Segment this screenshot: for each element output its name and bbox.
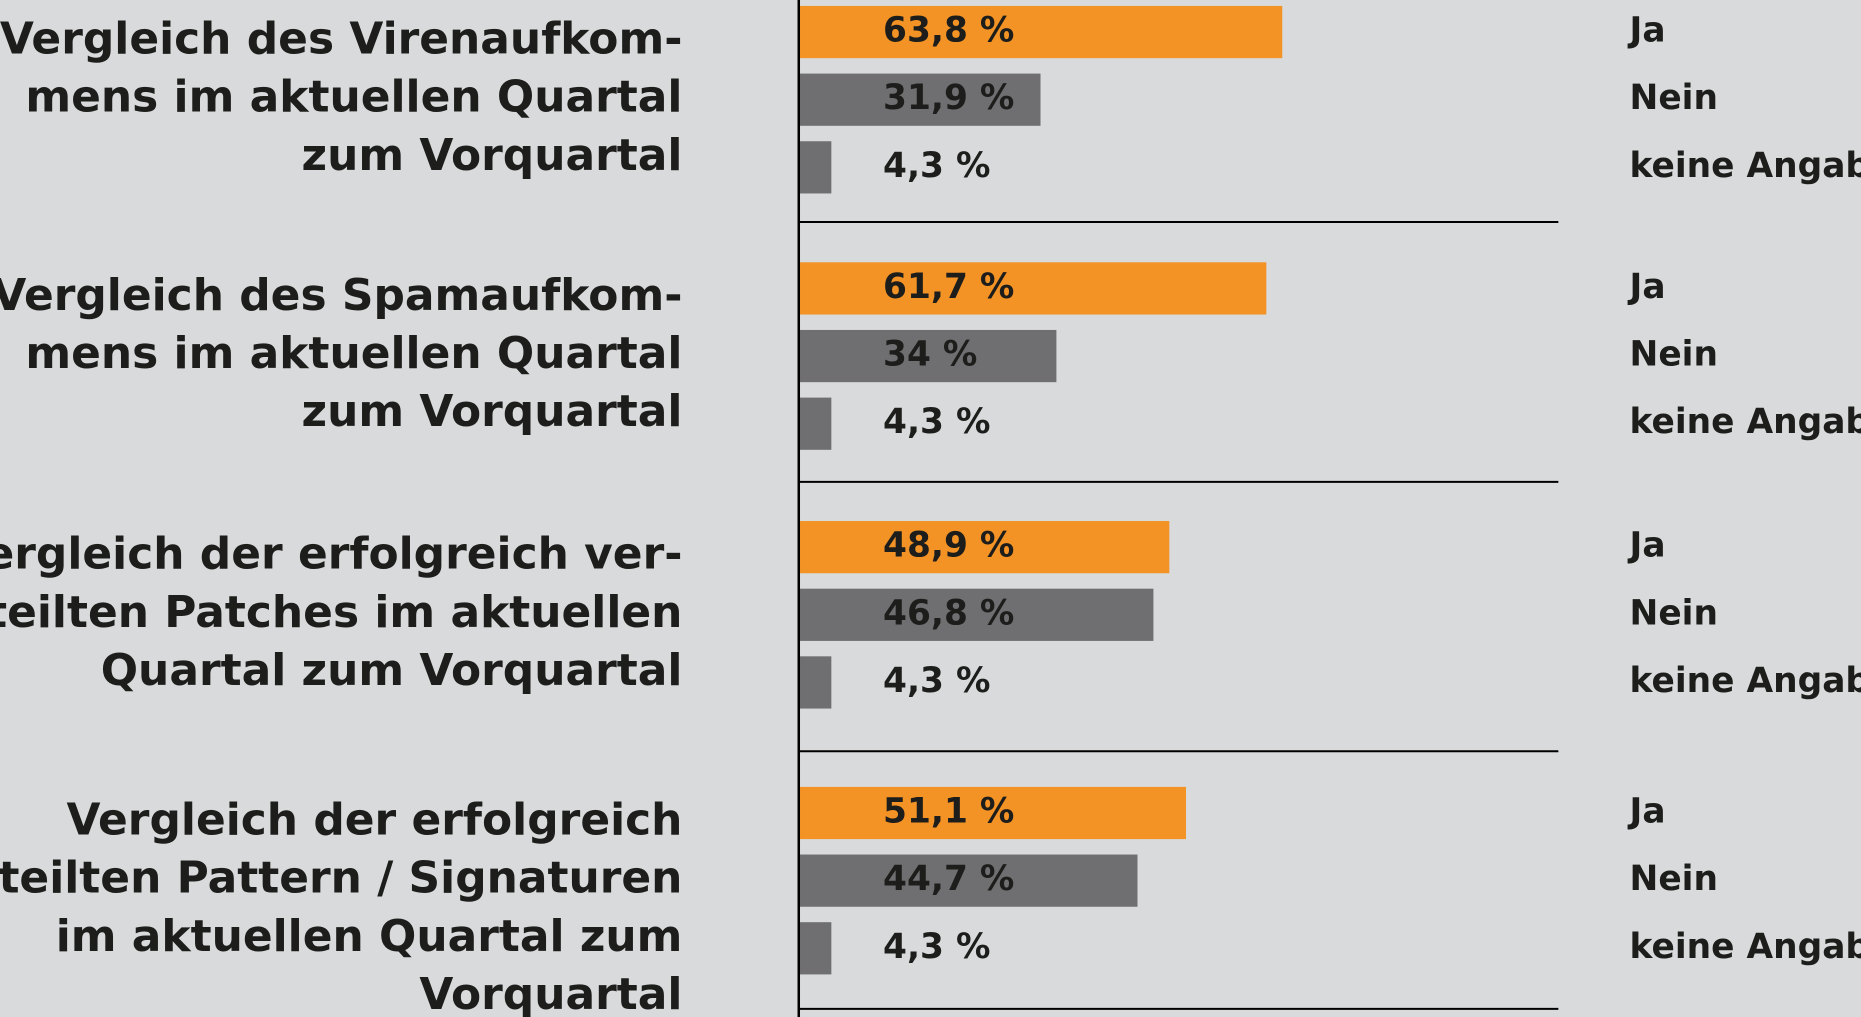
value-label: 34 % (883, 335, 977, 375)
legend-label: keine Angabe (1630, 661, 1861, 701)
bar (798, 329, 1057, 383)
value-label: 63,8 % (883, 11, 1014, 51)
group-title: Vergleich der erfolgreich ver-teilten Pa… (0, 529, 682, 696)
bar (798, 73, 1041, 126)
bar (798, 656, 832, 709)
legend-label: Nein (1630, 859, 1718, 899)
value-label: 51,1 % (883, 792, 1014, 832)
bar (798, 786, 1186, 840)
bar (798, 5, 1283, 59)
value-label: 61,7 % (883, 267, 1014, 307)
legend-label: Ja (1628, 792, 1666, 832)
legend-label: Nein (1630, 335, 1718, 375)
group-title: Vergleich des Spamaufkom-mens im aktuell… (0, 270, 682, 437)
bar (798, 588, 1154, 641)
value-label: 4,3 % (883, 402, 990, 442)
value-label: 4,3 % (883, 661, 990, 701)
value-label: 46,8 % (883, 593, 1014, 633)
bar (798, 854, 1138, 907)
legend-label: Ja (1628, 11, 1666, 51)
bar (798, 141, 832, 194)
bar (798, 262, 1267, 315)
legend-label: keine Angabe (1630, 402, 1861, 442)
value-label: 48,9 % (883, 526, 1014, 566)
legend-label: keine Angabe (1630, 927, 1861, 967)
bar (798, 521, 1170, 574)
legend-label: Ja (1628, 526, 1666, 566)
group-title: Vergleich des Virenaufkom-mens im aktuel… (0, 14, 682, 181)
legend-label: Nein (1630, 78, 1718, 118)
bar (798, 397, 832, 450)
value-label: 4,3 % (883, 927, 990, 967)
legend-label: keine Angabe (1630, 146, 1861, 186)
bar (798, 922, 832, 975)
value-label: 44,7 % (883, 859, 1014, 899)
legend-label: Nein (1630, 593, 1718, 633)
value-label: 31,9 % (883, 78, 1014, 118)
legend-label: Ja (1628, 267, 1666, 307)
group-title: Vergleich der erfolgreichverteilten Patt… (0, 794, 682, 1017)
value-label: 4,3 % (883, 146, 990, 186)
